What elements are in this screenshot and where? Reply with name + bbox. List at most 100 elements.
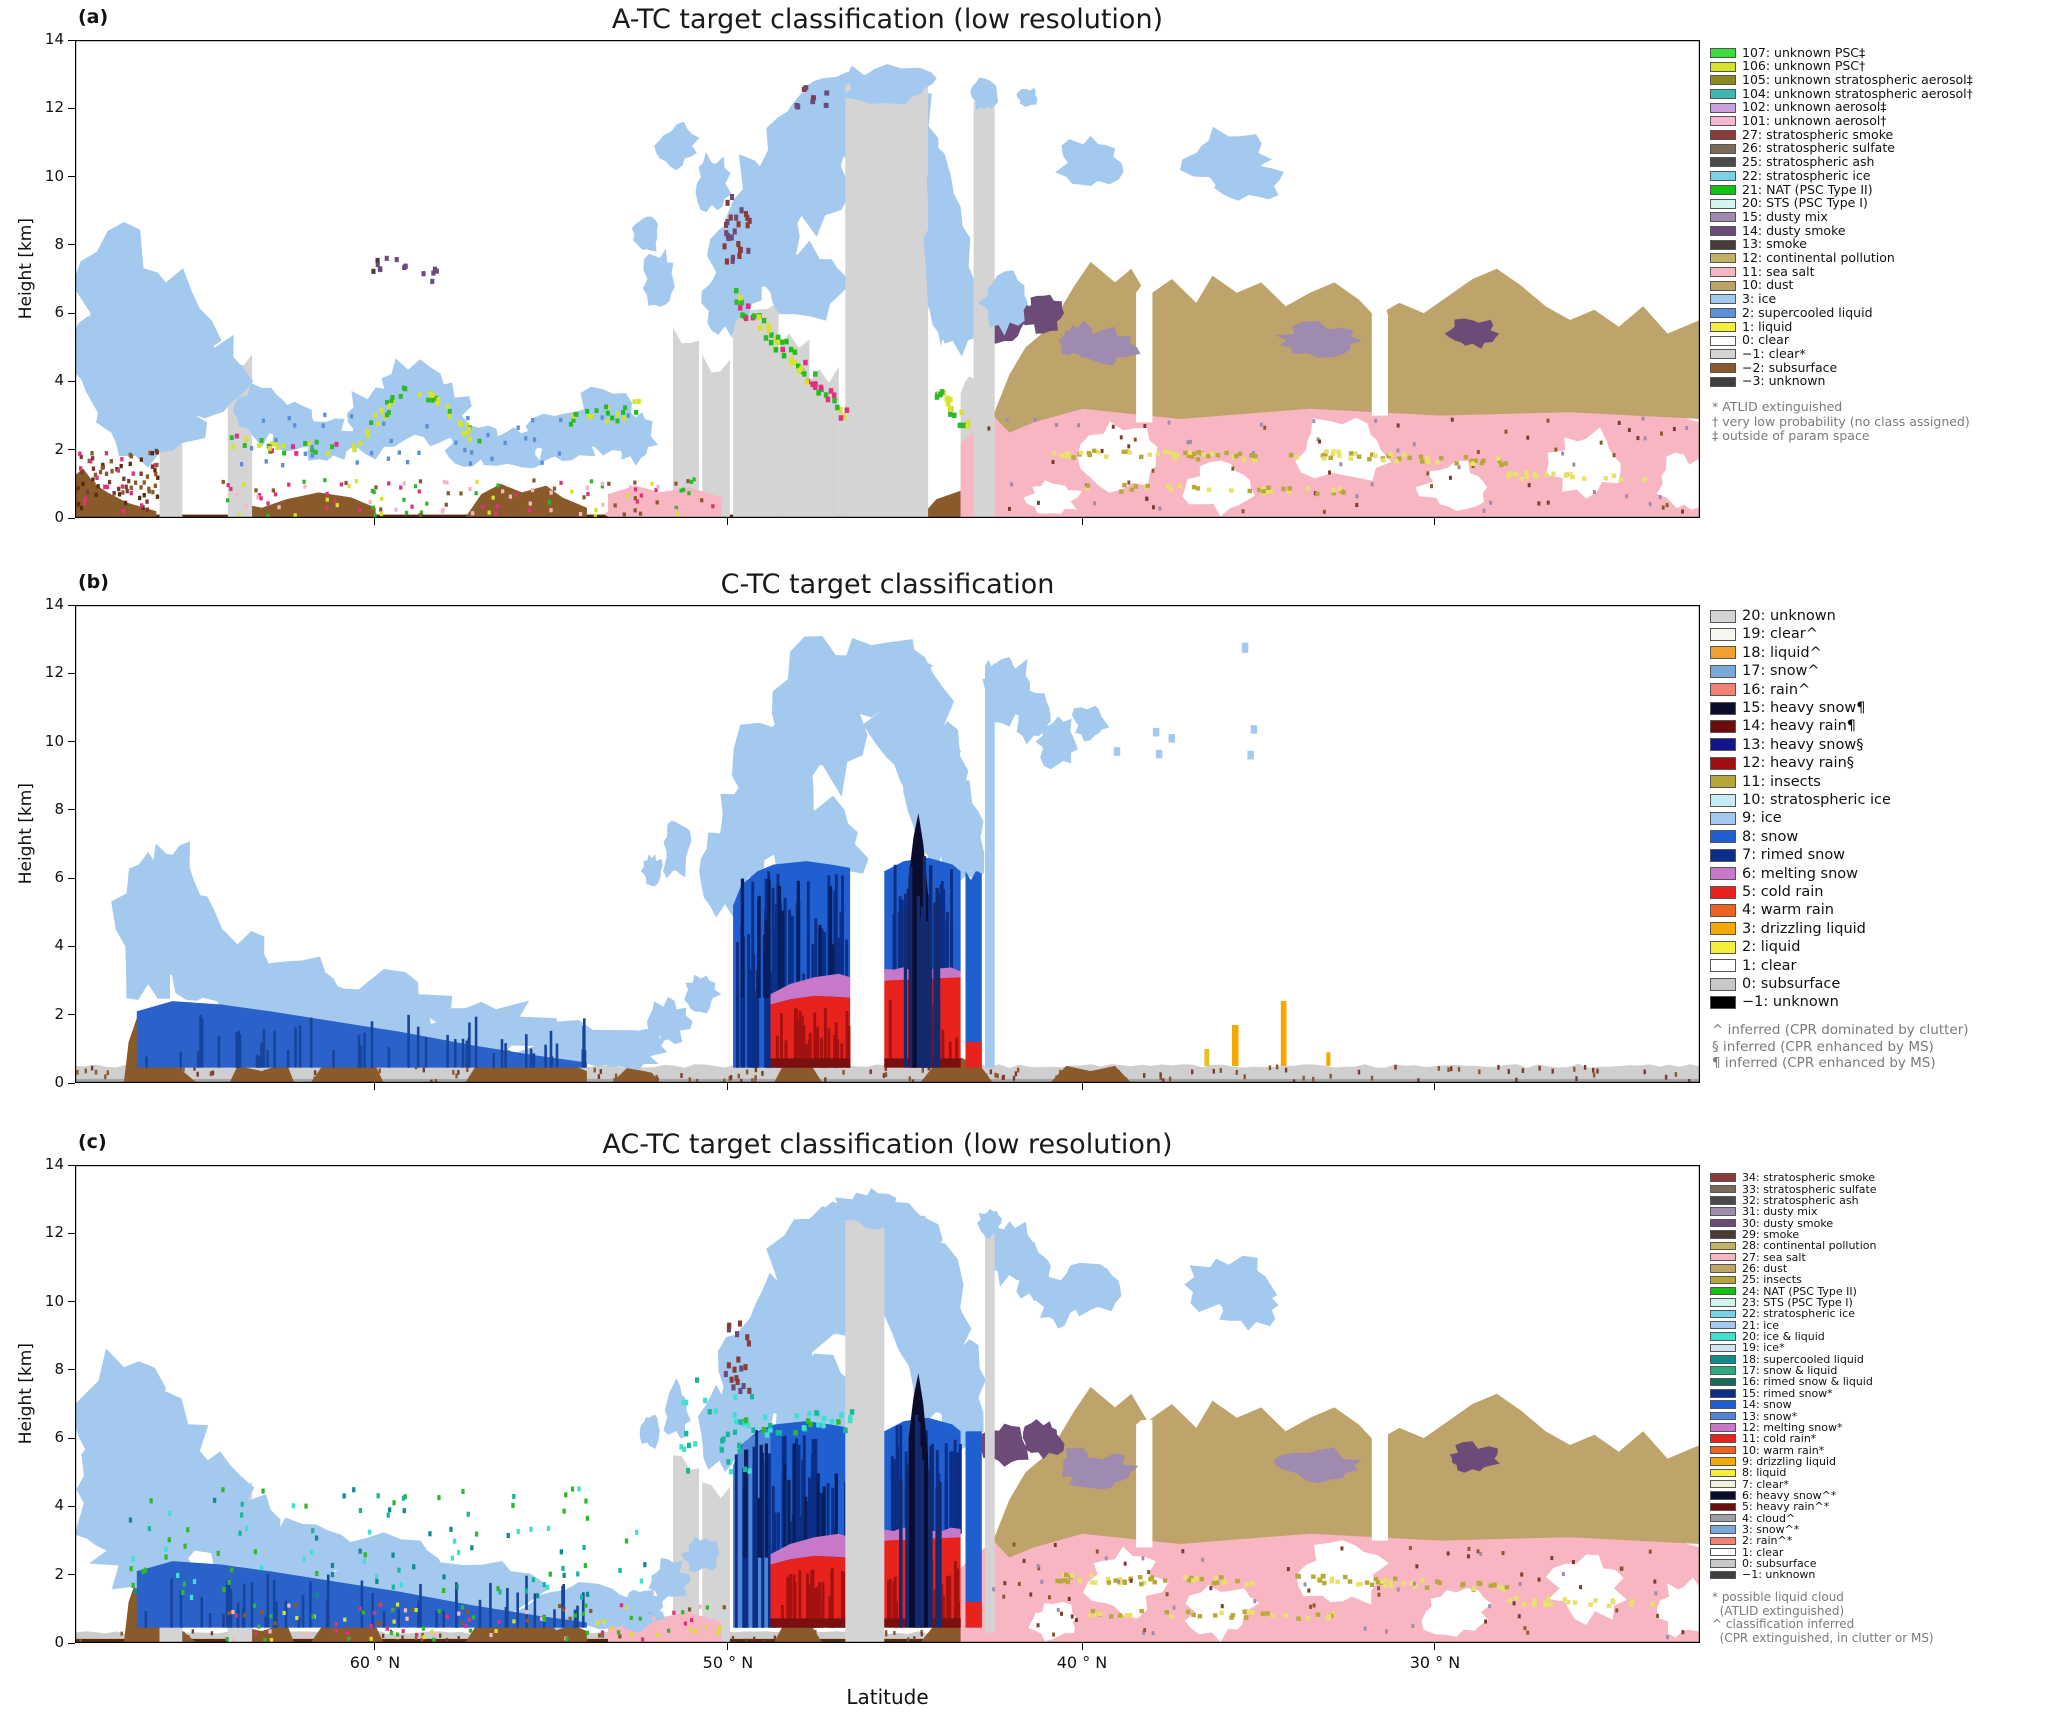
legend-item: 24: NAT (PSC Type II) [1710,1286,1857,1297]
y-tick-label: 6 [54,1428,64,1447]
legend-item: 7: rimed snow [1710,846,1845,864]
legend-swatch [1710,940,1736,954]
y-tick-mark [68,244,75,246]
x-tick-mark [374,1643,376,1650]
legend-swatch [1710,102,1736,113]
legend-swatch [1710,683,1736,697]
legend-label: 15: heavy snow¶ [1742,699,1866,716]
legend-swatch [1710,977,1736,991]
panel-b-plot [75,605,1700,1083]
y-tick-label: 14 [44,1155,64,1173]
legend-swatch [1710,349,1736,360]
legend-item: 13: smoke [1710,238,1807,252]
legend-label: 3: ice [1742,291,1777,307]
legend-label: 27: sea salt [1742,1250,1806,1264]
x-tick-mark [1434,1643,1436,1650]
legend-item: 34: stratospheric smoke [1710,1172,1875,1183]
legend-swatch [1710,628,1736,642]
x-tick-mark [1434,518,1436,525]
legend-swatch [1710,1286,1736,1296]
legend-swatch [1710,1207,1736,1216]
legend-label: 101: unknown aerosol† [1742,113,1887,129]
legend-swatch [1710,308,1736,319]
legend-label: 6: heavy snow^* [1742,1488,1837,1502]
y-tick-label: 12 [44,663,64,682]
legend-label: −1: clear* [1742,345,1806,361]
legend-swatch [1710,280,1736,291]
legend-item: 14: heavy rain¶ [1710,717,1856,735]
y-tick-mark [68,107,75,109]
panel-c-tag: (c) [78,1131,107,1153]
legend-swatch [1710,720,1736,734]
legend-label: 1: clear [1742,957,1797,974]
legend-item: 8: snow [1710,828,1798,846]
legend-item: 3: drizzling liquid [1710,920,1866,938]
legend-label: 10: warm rain* [1742,1443,1825,1457]
legend-label: 20: unknown [1742,607,1836,624]
y-tick-label: 0 [54,1633,64,1651]
y-tick-label: 14 [44,595,64,613]
legend-item: 12: heavy rain§ [1710,754,1854,772]
y-tick-mark [68,1437,75,1439]
y-tick-mark [68,945,75,947]
y-tick-label: 10 [44,166,64,185]
legend-item: 6: melting snow [1710,865,1858,883]
y-tick-mark [68,1574,75,1576]
legend-item: 25: stratospheric ash [1710,156,1874,170]
legend-swatch [1710,294,1736,305]
legend-label: 12: continental pollution [1742,250,1895,266]
legend-label: 22: stratospheric ice [1742,167,1871,183]
legend-item: 29: smoke [1710,1229,1799,1240]
legend-swatch [1710,267,1736,278]
legend-label: 10: dust [1742,277,1794,293]
legend-footnote: * ATLID extinguished [1712,399,1843,414]
legend-item: 11: sea salt [1710,265,1814,279]
panel-a-plot [75,40,1700,518]
legend-swatch [1710,1343,1736,1353]
x-tick-mark [727,1083,729,1090]
legend-swatch [1710,376,1736,387]
legend-swatch [1710,867,1736,881]
y-tick-label: 2 [54,439,64,458]
legend-label: 0: subsurface [1742,975,1841,992]
legend-swatch [1710,1423,1736,1432]
legend-label: 11: cold rain* [1742,1432,1817,1446]
legend-swatch [1710,1513,1736,1523]
legend-swatch [1710,848,1736,862]
legend-swatch [1710,1457,1736,1466]
legend-item: 33: stratospheric sulfate [1710,1182,1877,1196]
legend-label: 33: stratospheric sulfate [1742,1182,1877,1196]
y-tick-label: 12 [44,1223,64,1242]
legend-label: 19: clear^ [1742,626,1818,643]
legend-item: 10: warm rain* [1710,1443,1825,1457]
y-tick-mark [68,604,75,606]
legend-item: 3: snow^* [1710,1524,1799,1535]
legend-item: 15: dusty mix [1710,210,1828,224]
legend-label: 19: ice* [1742,1341,1785,1355]
legend-swatch [1710,738,1736,752]
legend-label: 32: stratospheric ash [1742,1193,1859,1207]
legend-item: 8: liquid [1710,1467,1786,1478]
legend-item: 20: unknown [1710,607,1836,625]
panel-a-curtain [75,40,1700,518]
panel-b-tag: (b) [78,571,109,593]
legend-label: 2: rain^* [1742,1534,1793,1548]
y-tick-mark [68,1642,75,1644]
legend-swatch [1710,335,1736,346]
legend-item: 1: clear [1710,1547,1783,1558]
legend-footnote: ^ inferred (CPR dominated by clutter) [1712,1022,1969,1038]
legend-footnote: ^ classification inferred [1712,1617,1855,1631]
legend-label: 20: ice & liquid [1742,1330,1825,1344]
y-tick-label: 10 [44,1291,64,1310]
legend-item: 19: clear^ [1710,625,1818,643]
legend-label: 30: dusty smoke [1742,1216,1834,1230]
legend-swatch [1710,904,1736,918]
legend-item: 4: warm rain [1710,901,1834,919]
legend-swatch [1710,1241,1736,1251]
legend-item: −2: subsurface [1710,361,1837,375]
legend-label: 17: snow^ [1742,663,1820,680]
legend-item: 14: dusty smoke [1710,224,1846,238]
y-tick-mark [68,1014,75,1016]
legend-label: 28: continental pollution [1742,1239,1877,1253]
